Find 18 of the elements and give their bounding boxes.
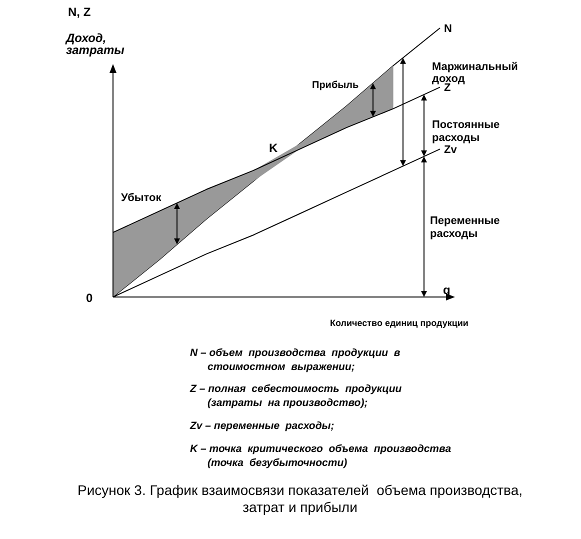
annotation: Постоянные расходы bbox=[432, 119, 500, 144]
series-label: N bbox=[444, 23, 452, 35]
text: Рисунок 3. График взаимосвязи показателей объема производства, затрат и прибыли bbox=[77, 482, 523, 515]
annotation: Убыток bbox=[121, 192, 162, 204]
y-axis-title: N, Z bbox=[68, 5, 91, 19]
series-label: Z bbox=[444, 82, 451, 94]
annotation: Прибыль bbox=[312, 80, 359, 91]
annotation: Маржинальный доход bbox=[432, 61, 518, 85]
text: 0 bbox=[86, 291, 93, 305]
annotation: K bbox=[269, 141, 278, 155]
text: Количество единиц продукции bbox=[330, 318, 468, 328]
text: Zv – переменные расходы; bbox=[189, 420, 334, 432]
annotation: Переменные расходы bbox=[430, 215, 500, 240]
text: K – точка критического объема производства (точка безубыточности) bbox=[190, 443, 452, 469]
text: N – объем производства продукции в стоимостном выражении; bbox=[190, 347, 401, 373]
annotation: Доход, затраты bbox=[65, 31, 126, 57]
legend-label: Zv bbox=[444, 144, 458, 156]
text: Z – полная себестоимость продукции (затраты на производство); bbox=[189, 383, 402, 409]
